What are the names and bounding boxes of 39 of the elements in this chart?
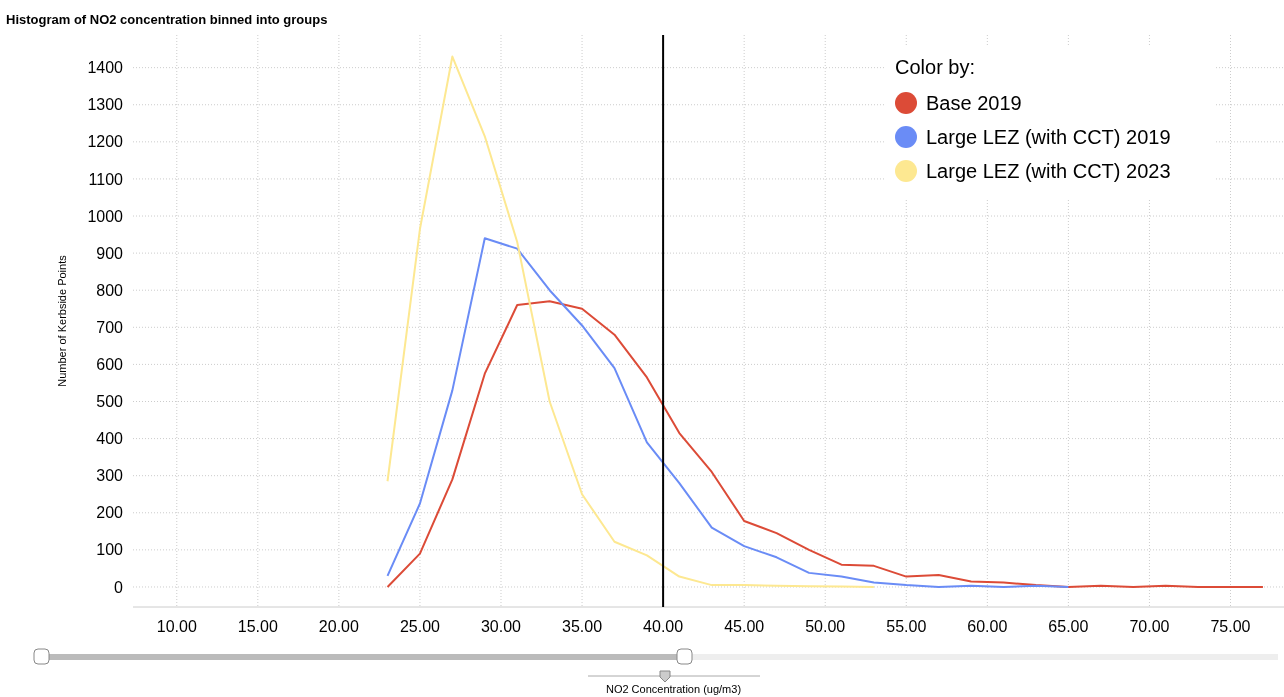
x-tick-label: 10.00: [156, 618, 197, 635]
x-axis-title: NO2 Concentration (ug/m3): [605, 683, 742, 695]
y-tick-label: 900: [96, 244, 124, 262]
y-tick-label: 0: [114, 578, 124, 596]
x-tick-label: 35.00: [562, 618, 603, 635]
x-tick-label: 40.00: [643, 618, 684, 635]
y-tick-label: 500: [96, 393, 124, 411]
x-tick-label: 30.00: [480, 618, 522, 635]
y-tick-label: 400: [96, 430, 124, 448]
y-tick-label: 100: [96, 541, 124, 559]
x-tick-label: 50.00: [805, 618, 846, 635]
y-tick-label: 1100: [88, 170, 124, 188]
line-series: [386, 55, 875, 588]
y-axis-title: Number of Kerbside Points: [56, 254, 68, 387]
line-series: [386, 300, 1264, 588]
x-tick-label: 45.00: [724, 618, 765, 635]
y-tick-label: 1400: [87, 59, 124, 77]
legend-title: Color by:: [895, 56, 976, 78]
y-tick-label: 1000: [87, 207, 124, 225]
x-tick-label: 15.00: [237, 618, 278, 635]
legend-label: Large LEZ (with CCT) 2019: [926, 126, 1171, 148]
legend-label: Base 2019: [926, 92, 1022, 114]
y-tick-label: 200: [96, 504, 124, 522]
y-tick-label: 1300: [87, 96, 124, 114]
x-tick-label: 20.00: [318, 618, 359, 635]
x-tick-label: 70.00: [1129, 618, 1170, 635]
legend-label: Large LEZ (with CCT) 2023: [926, 160, 1171, 182]
line-series: [386, 237, 1070, 588]
x-tick-label: 75.00: [1210, 618, 1251, 635]
x-tick-label: 65.00: [1048, 618, 1089, 635]
y-tick-label: 800: [96, 281, 124, 299]
y-tick-label: 600: [96, 356, 124, 373]
x-tick-label: 60.00: [967, 618, 1008, 635]
chart-title: Histogram of NO2 concentration binned into groups: [6, 12, 328, 27]
y-tick-label: 700: [96, 318, 124, 336]
x-tick-label: 25.00: [399, 618, 441, 635]
x-tick-label: 55.00: [886, 618, 927, 635]
y-tick-label: 300: [96, 467, 124, 485]
y-tick-label: 1200: [87, 133, 124, 151]
